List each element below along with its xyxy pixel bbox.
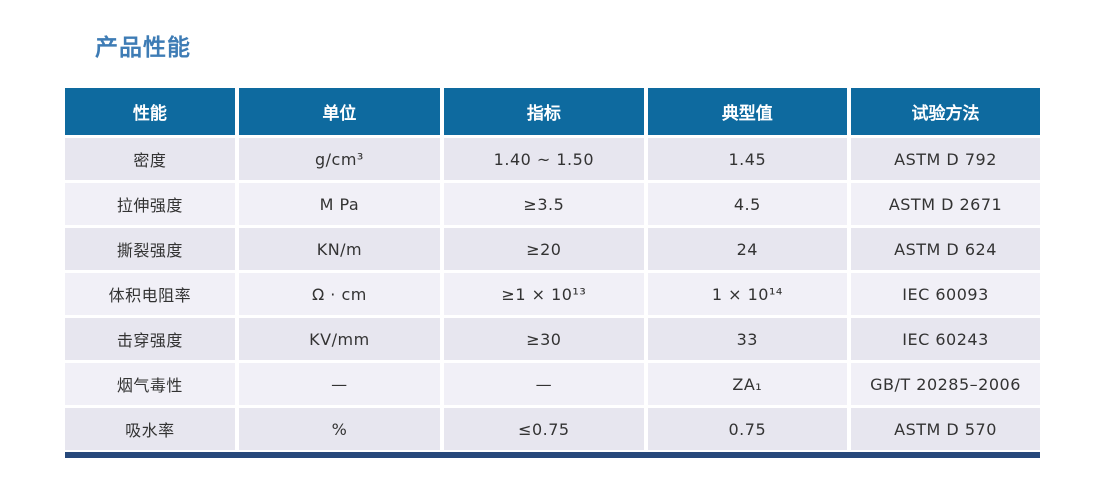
- cell-unit: g/cm³: [238, 138, 441, 180]
- cell-spec: —: [444, 363, 644, 405]
- page-title: 产品性能: [95, 35, 191, 61]
- cell-typical: 1 × 10¹⁴: [647, 273, 848, 315]
- cell-method: GB/T 20285–2006: [851, 363, 1040, 405]
- product-performance-table: 性能 单位 指标 典型值 试验方法 密度 g/cm³ 1.40 ~ 1.50 1…: [65, 85, 1040, 458]
- cell-property: 密度: [65, 138, 235, 180]
- column-header-typical: 典型值: [647, 88, 848, 135]
- cell-typical: 4.5: [647, 183, 848, 225]
- cell-unit: KN/m: [238, 228, 441, 270]
- cell-unit: M Pa: [238, 183, 441, 225]
- cell-property: 撕裂强度: [65, 228, 235, 270]
- table-row: 烟气毒性 — — ZA₁ GB/T 20285–2006: [65, 363, 1040, 405]
- cell-property: 拉伸强度: [65, 183, 235, 225]
- table-header: 性能 单位 指标 典型值 试验方法: [65, 88, 1040, 135]
- cell-method: ASTM D 792: [851, 138, 1040, 180]
- cell-unit: %: [238, 408, 441, 450]
- cell-method: ASTM D 624: [851, 228, 1040, 270]
- cell-method: IEC 60243: [851, 318, 1040, 360]
- column-header-method: 试验方法: [851, 88, 1040, 135]
- cell-method: ASTM D 570: [851, 408, 1040, 450]
- cell-spec: ≥1 × 10¹³: [444, 273, 644, 315]
- column-header-property: 性能: [65, 88, 235, 135]
- cell-typical: 0.75: [647, 408, 848, 450]
- table-header-row: 性能 单位 指标 典型值 试验方法: [65, 88, 1040, 135]
- cell-spec: ≥3.5: [444, 183, 644, 225]
- cell-method: IEC 60093: [851, 273, 1040, 315]
- column-header-spec: 指标: [444, 88, 644, 135]
- table-row: 吸水率 % ≤0.75 0.75 ASTM D 570: [65, 408, 1040, 450]
- table-row: 击穿强度 KV/mm ≥30 33 IEC 60243: [65, 318, 1040, 360]
- cell-property: 体积电阻率: [65, 273, 235, 315]
- cell-method: ASTM D 2671: [851, 183, 1040, 225]
- cell-property: 吸水率: [65, 408, 235, 450]
- cell-typical: 33: [647, 318, 848, 360]
- cell-unit: —: [238, 363, 441, 405]
- cell-typical: 1.45: [647, 138, 848, 180]
- column-header-unit: 单位: [238, 88, 441, 135]
- cell-property: 击穿强度: [65, 318, 235, 360]
- cell-spec: ≤0.75: [444, 408, 644, 450]
- table-row: 密度 g/cm³ 1.40 ~ 1.50 1.45 ASTM D 792: [65, 138, 1040, 180]
- table-row: 体积电阻率 Ω · cm ≥1 × 10¹³ 1 × 10¹⁴ IEC 6009…: [65, 273, 1040, 315]
- table-bottom-border: [65, 452, 1040, 458]
- cell-typical: ZA₁: [647, 363, 848, 405]
- cell-property: 烟气毒性: [65, 363, 235, 405]
- cell-spec: ≥30: [444, 318, 644, 360]
- spec-table: 性能 单位 指标 典型值 试验方法 密度 g/cm³ 1.40 ~ 1.50 1…: [61, 85, 1044, 453]
- table-row: 撕裂强度 KN/m ≥20 24 ASTM D 624: [65, 228, 1040, 270]
- cell-spec: 1.40 ~ 1.50: [444, 138, 644, 180]
- cell-spec: ≥20: [444, 228, 644, 270]
- cell-unit: KV/mm: [238, 318, 441, 360]
- cell-typical: 24: [647, 228, 848, 270]
- cell-unit: Ω · cm: [238, 273, 441, 315]
- table-body: 密度 g/cm³ 1.40 ~ 1.50 1.45 ASTM D 792 拉伸强…: [65, 138, 1040, 450]
- table-row: 拉伸强度 M Pa ≥3.5 4.5 ASTM D 2671: [65, 183, 1040, 225]
